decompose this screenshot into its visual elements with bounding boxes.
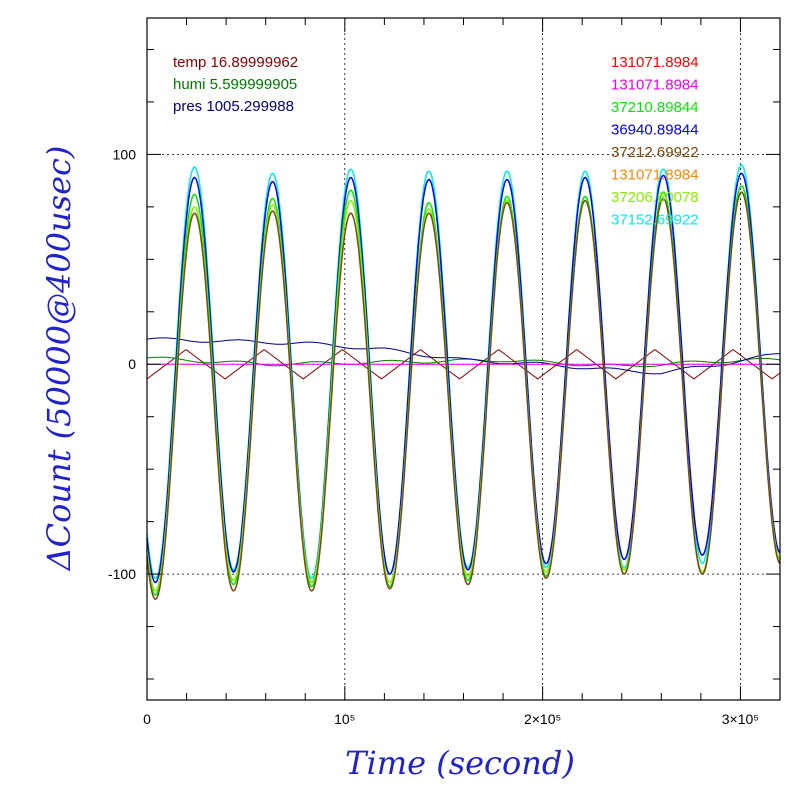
legend-entry: 37212.69922 [611, 144, 699, 161]
x-axis-title: Time (second) [345, 744, 575, 782]
env-annotation: temp 16.89999962 [173, 54, 298, 71]
series-line [146, 356, 781, 368]
y-axis-title: ΔCount (50000@400usec) [40, 146, 78, 573]
x-tick-label: 3×10⁵ [722, 711, 759, 727]
series-group [146, 164, 781, 600]
x-tick-label: 0 [143, 711, 151, 727]
legend-entry: 131071.8984 [611, 167, 699, 184]
legend-entry: 37210.89844 [611, 99, 699, 116]
series-line [146, 172, 781, 584]
legend-entry: 36940.89844 [611, 122, 699, 139]
env-annotation: humi 5.599999905 [173, 76, 297, 93]
env-annotation: pres 1005.299988 [173, 98, 294, 115]
series-line [146, 337, 781, 375]
series-line [146, 191, 781, 600]
y-tick-label: 0 [128, 356, 136, 372]
env-annotations: temp 16.89999962 humi 5.599999905 pres 100… [173, 54, 298, 115]
y-tick-label: -100 [108, 566, 136, 582]
legend-entry: 131071.8984 [611, 54, 699, 71]
legend-entry: 37152.69922 [611, 212, 699, 229]
y-tick-label: 100 [113, 146, 137, 162]
legend-entry: 37206.60078 [611, 189, 699, 206]
ticks: 0 10⁵ 2×10⁵ 3×10⁵ 100 0 -100 [108, 18, 781, 727]
legend: 131071.8984 131071.8984 37210.89844 36940.8… [611, 54, 699, 229]
x-tick-label: 2×10⁵ [524, 711, 561, 727]
x-tick-label: 10⁵ [334, 711, 355, 727]
legend-entry: 131071.8984 [611, 77, 699, 94]
